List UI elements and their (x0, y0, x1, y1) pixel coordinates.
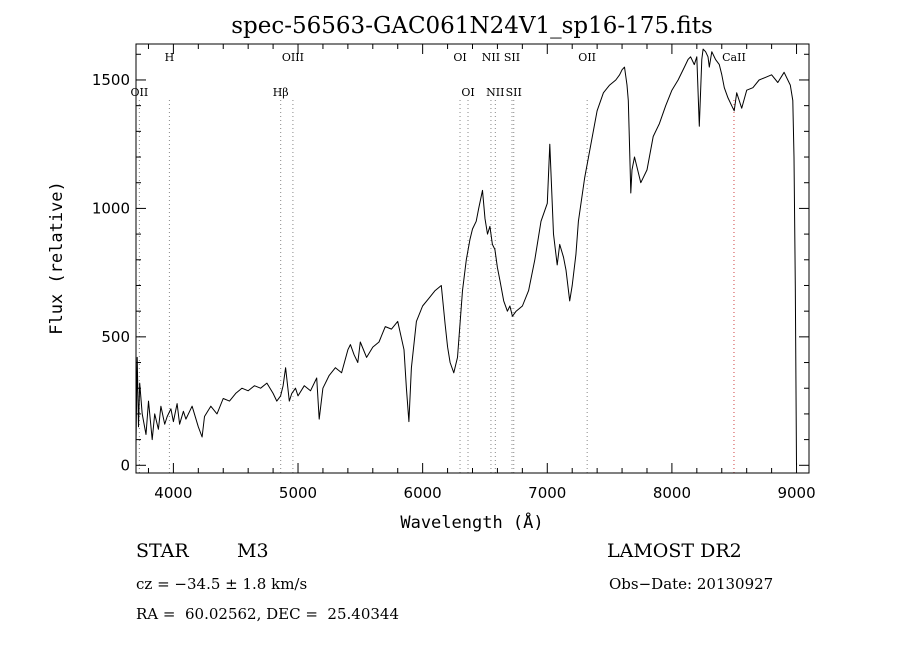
marker-label-4: OI (453, 51, 466, 64)
x-tick-label-2: 6000 (404, 484, 442, 502)
y-tick-label-3: 1500 (92, 71, 130, 89)
y-tick-label-2: 1000 (92, 199, 130, 217)
plot-frame (135, 43, 810, 474)
object-class: STAR (136, 540, 189, 562)
x-axis-label: Wavelength (Å) (400, 511, 543, 533)
coordinates: RA = 60.02562, DEC = 25.40344 (136, 605, 400, 623)
marker-label-9: SII (506, 86, 522, 99)
marker-label-11: CaII (722, 51, 746, 64)
x-tick-label-4: 8000 (653, 484, 691, 502)
spectrum-series (135, 48, 797, 466)
object-subclass: M3 (237, 540, 269, 562)
marker-label-3: OIII (282, 51, 304, 64)
marker-label-5: OI (461, 86, 474, 99)
marker-label-2: Hβ (273, 86, 289, 99)
redshift-velocity: cz = −34.5 ± 1.8 km/s (136, 575, 308, 593)
y-axis-label: Flux (relative) (47, 181, 67, 335)
y-tick-label-0: 0 (120, 456, 130, 474)
marker-label-10: OII (578, 51, 596, 64)
marker-label-7: NII (486, 86, 504, 99)
marker-label-8: SII (504, 51, 520, 64)
marker-label-1: H (165, 51, 175, 64)
x-tick-label-1: 5000 (279, 484, 317, 502)
spectrum-line (135, 48, 797, 466)
marker-label-0: OII (131, 86, 149, 99)
x-tick-label-3: 7000 (528, 484, 566, 502)
x-tick-label-5: 9000 (777, 484, 815, 502)
observation-date: Obs−Date: 20130927 (609, 575, 774, 593)
x-tick-label-0: 4000 (154, 484, 192, 502)
survey-name: LAMOST DR2 (607, 540, 742, 562)
axes: 4000 5000 6000 7000 8000 9000 0 500 1000 1500 (92, 44, 816, 502)
marker-label-6: NII (482, 51, 500, 64)
chart-title: spec-56563-GAC061N24V1_sp16-175.fits (231, 13, 713, 39)
y-tick-label-1: 500 (101, 328, 130, 346)
